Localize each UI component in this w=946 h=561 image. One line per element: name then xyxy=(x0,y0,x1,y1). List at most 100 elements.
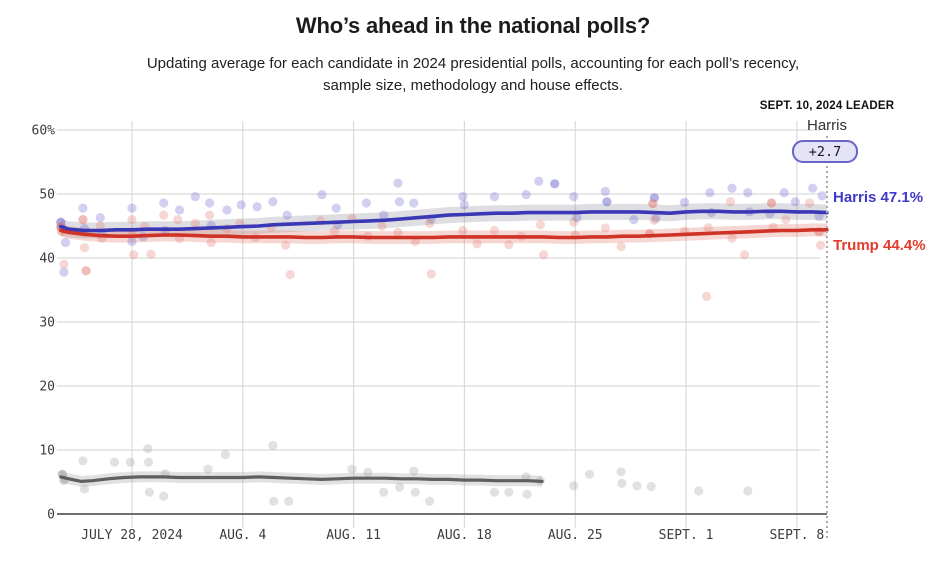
harris-poll-dot xyxy=(679,197,690,207)
gray-poll-dot xyxy=(617,478,627,488)
harris-poll-dot xyxy=(550,179,560,189)
gray-poll-dot xyxy=(409,466,419,476)
harris-poll-dot xyxy=(174,205,185,215)
x-tick-label: JULY 28, 2024 xyxy=(81,528,183,543)
harris-poll-dot xyxy=(569,192,579,202)
harris-poll-dot xyxy=(572,213,582,223)
trump-poll-dot xyxy=(129,250,139,260)
y-tick-label: 20 xyxy=(39,380,55,395)
gray-poll-dot xyxy=(379,487,389,497)
trump-poll-dot xyxy=(535,220,546,230)
gray-poll-dot xyxy=(616,467,626,477)
harris-poll-dot xyxy=(282,210,292,220)
harris-poll-dot xyxy=(629,215,639,225)
harris-poll-dot xyxy=(779,188,789,198)
harris-poll-dot xyxy=(534,176,544,186)
gray-poll-dot xyxy=(743,486,753,496)
gray-poll-dot xyxy=(347,464,357,474)
trump-poll-dot xyxy=(766,198,777,208)
trump-poll-dot xyxy=(146,249,156,259)
harris-poll-dot xyxy=(317,190,327,200)
gray-poll-dot xyxy=(143,444,153,454)
y-tick-label: 40 xyxy=(39,252,55,267)
chart-subtitle: Updating average for each candidate in 2… xyxy=(0,53,946,97)
trump-poll-dot xyxy=(727,233,737,243)
x-tick-label: AUG. 4 xyxy=(219,528,266,543)
harris-poll-dot xyxy=(817,191,827,201)
harris-poll-dot xyxy=(379,210,389,220)
harris-poll-dot xyxy=(127,236,137,246)
gray-poll-dot xyxy=(110,457,120,467)
trump-poll-dot xyxy=(81,266,91,276)
leader-candidate-name: Harris xyxy=(807,117,847,134)
harris-poll-dot xyxy=(602,197,612,207)
trump-poll-dot xyxy=(330,226,340,236)
trump-poll-dot xyxy=(472,239,482,249)
trump-poll-dot xyxy=(616,241,626,252)
trump-poll-dot xyxy=(78,215,88,225)
harris-poll-dot xyxy=(489,192,500,202)
gray-poll-dot xyxy=(125,457,135,467)
gray-poll-dot xyxy=(569,481,579,491)
trump-poll-dot xyxy=(377,221,387,231)
gray-poll-dot xyxy=(489,487,500,497)
trump-poll-dot xyxy=(489,225,500,236)
gray-poll-dot xyxy=(203,464,213,474)
gray-poll-dot xyxy=(220,449,230,460)
trump-poll-dot xyxy=(206,238,216,248)
harris-poll-dot xyxy=(331,203,341,213)
harris-poll-dot xyxy=(651,213,661,223)
harris-poll-dot xyxy=(95,213,105,223)
gray-poll-dot xyxy=(522,489,532,499)
harris-poll-dot xyxy=(190,192,200,202)
harris-poll-dot xyxy=(790,197,800,207)
trump-band xyxy=(60,223,827,244)
subtitle-line-2: sample size, methodology and house effec… xyxy=(323,77,623,94)
trump-end-label: Trump 44.4% xyxy=(833,237,926,254)
trump-poll-dot xyxy=(804,198,815,208)
horizontal-gridlines xyxy=(57,129,820,451)
trump-poll-dot xyxy=(281,240,291,250)
trump-poll-dot xyxy=(426,269,436,279)
trump-poll-dot xyxy=(504,240,514,250)
trump-poll-dot xyxy=(458,225,468,236)
harris-poll-dot xyxy=(236,200,246,210)
subtitle-line-1: Updating average for each candidate in 2… xyxy=(146,55,800,72)
harris-poll-dot xyxy=(409,198,419,208)
gray-poll-dots xyxy=(57,440,753,506)
trump-poll-dot xyxy=(205,210,215,220)
x-tick-label: AUG. 11 xyxy=(326,528,381,543)
harris-average-line xyxy=(59,209,829,233)
trump-poll-dot xyxy=(781,215,791,225)
trump-poll-dot xyxy=(816,240,826,250)
gray-poll-dot xyxy=(694,486,704,496)
harris-poll-dot xyxy=(727,183,737,193)
gray-poll-dot xyxy=(269,496,279,506)
y-tick-label: 30 xyxy=(39,316,55,331)
trump-poll-dot xyxy=(740,250,750,260)
x-axis-tick-labels: JULY 28, 2024 AUG. 4 AUG. 11 AUG. 18 AUG. 25… xyxy=(81,528,824,543)
trump-poll-dot xyxy=(649,215,660,225)
trump-poll-dot xyxy=(59,259,69,269)
harris-poll-dot xyxy=(600,186,610,196)
harris-poll-dot xyxy=(205,198,215,208)
gray-poll-dot xyxy=(144,487,154,497)
harris-poll-dot xyxy=(458,192,468,202)
trump-poll-dot xyxy=(127,215,137,225)
harris-end-label: Harris 47.1% xyxy=(833,189,924,206)
gray-poll-dot xyxy=(268,440,278,451)
trump-poll-dot xyxy=(703,223,713,233)
x-tick-label: AUG. 18 xyxy=(437,528,492,543)
trump-poll-dot xyxy=(190,218,200,228)
harris-poll-dot xyxy=(808,183,818,193)
harris-poll-dot xyxy=(459,200,469,210)
trump-poll-dot xyxy=(285,270,295,280)
gray-poll-dot xyxy=(79,484,90,494)
trump-poll-dot xyxy=(393,227,403,237)
trump-poll-dot xyxy=(425,218,435,228)
trump-poll-dot xyxy=(539,250,549,260)
harris-poll-dot xyxy=(252,202,262,212)
harris-poll-dot xyxy=(705,188,715,198)
